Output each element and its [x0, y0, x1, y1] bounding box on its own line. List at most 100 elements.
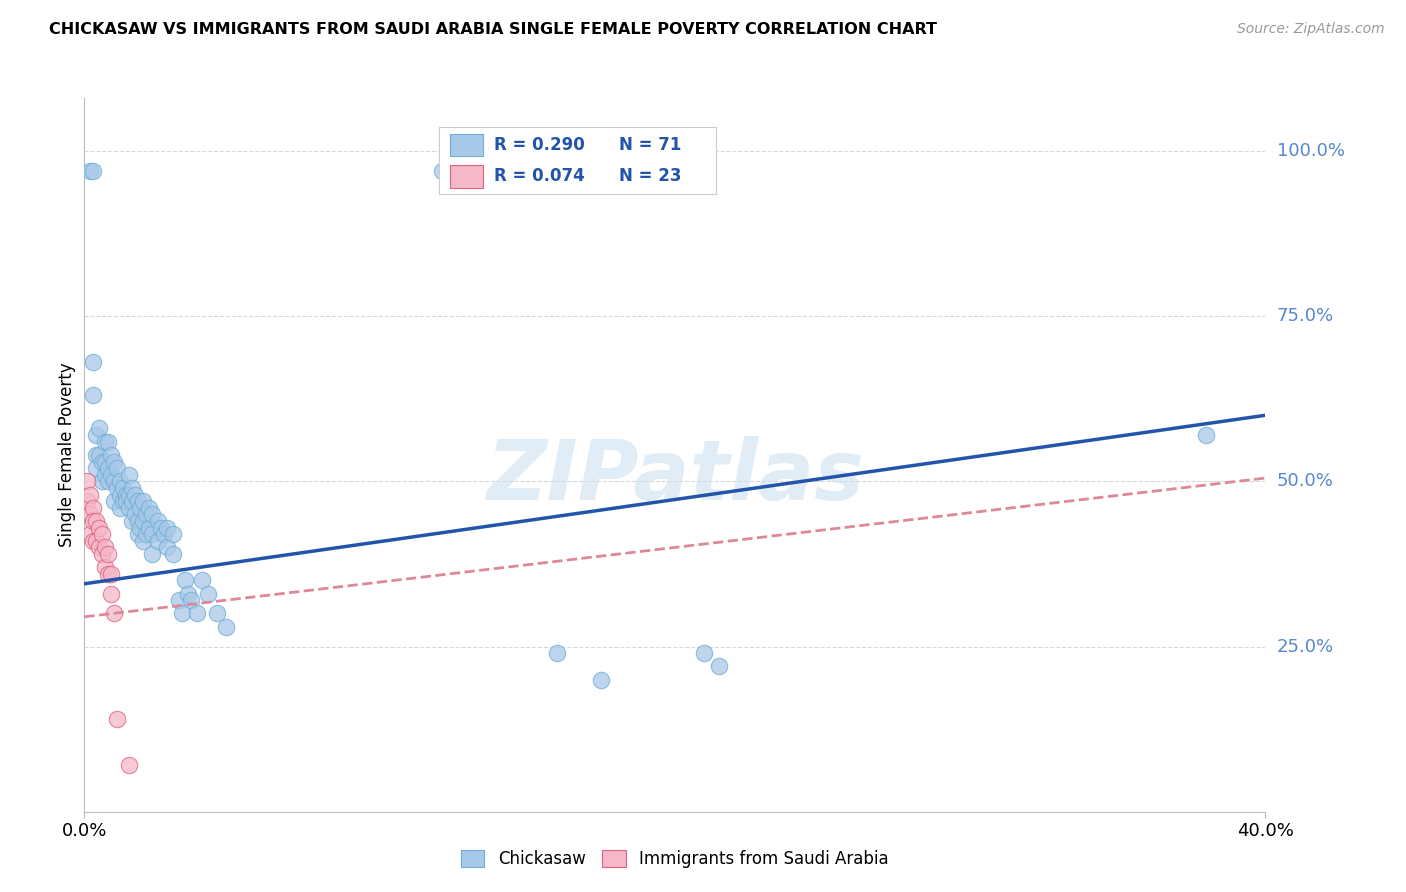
- Point: [94, 454, 117, 468]
- Point: [141, 527, 163, 541]
- Point: [132, 533, 155, 548]
- Point: [103, 607, 125, 621]
- Point: [100, 467, 122, 482]
- Point: [118, 467, 141, 482]
- Point: [156, 520, 179, 534]
- Point: [105, 712, 128, 726]
- Point: [114, 487, 136, 501]
- Point: [118, 758, 141, 772]
- Point: [170, 607, 193, 621]
- Point: [79, 508, 101, 522]
- Point: [148, 514, 170, 528]
- Point: [84, 448, 107, 462]
- Point: [87, 520, 111, 534]
- Point: [97, 475, 120, 489]
- Point: [94, 467, 117, 482]
- Point: [103, 475, 125, 489]
- Point: [132, 514, 155, 528]
- Point: [180, 593, 202, 607]
- Point: [162, 527, 184, 541]
- Point: [121, 494, 143, 508]
- Point: [87, 541, 111, 555]
- Point: [103, 494, 125, 508]
- Text: R = 0.290: R = 0.290: [494, 136, 585, 154]
- Point: [118, 500, 141, 515]
- Point: [91, 547, 114, 561]
- Point: [84, 461, 107, 475]
- Point: [100, 448, 122, 462]
- Text: 50.0%: 50.0%: [1277, 473, 1333, 491]
- Point: [135, 508, 157, 522]
- Point: [141, 547, 163, 561]
- Point: [79, 487, 101, 501]
- Text: 25.0%: 25.0%: [1277, 638, 1334, 656]
- Point: [138, 500, 160, 515]
- Point: [87, 421, 111, 435]
- Point: [156, 541, 179, 555]
- Point: [97, 547, 120, 561]
- Point: [94, 434, 117, 449]
- Point: [82, 514, 104, 528]
- Point: [82, 388, 104, 402]
- Point: [173, 574, 195, 588]
- Point: [84, 514, 107, 528]
- Text: CHICKASAW VS IMMIGRANTS FROM SAUDI ARABIA SINGLE FEMALE POVERTY CORRELATION CHAR: CHICKASAW VS IMMIGRANTS FROM SAUDI ARABI…: [49, 22, 938, 37]
- Point: [79, 163, 101, 178]
- Point: [129, 500, 152, 515]
- Point: [591, 673, 613, 687]
- Point: [91, 454, 114, 468]
- Point: [150, 520, 173, 534]
- Y-axis label: Single Female Poverty: Single Female Poverty: [58, 363, 76, 547]
- Point: [87, 448, 111, 462]
- Point: [121, 481, 143, 495]
- Point: [82, 500, 104, 515]
- Point: [103, 454, 125, 468]
- Point: [114, 494, 136, 508]
- Point: [111, 494, 134, 508]
- Point: [108, 487, 131, 501]
- Point: [127, 527, 149, 541]
- Point: [82, 163, 104, 178]
- Point: [91, 527, 114, 541]
- Point: [138, 520, 160, 534]
- Point: [162, 547, 184, 561]
- FancyBboxPatch shape: [450, 134, 484, 156]
- Point: [82, 355, 104, 369]
- Point: [84, 428, 107, 442]
- Point: [197, 587, 219, 601]
- Point: [205, 607, 228, 621]
- Point: [76, 475, 98, 489]
- Point: [91, 475, 114, 489]
- Point: [108, 500, 131, 515]
- Point: [105, 481, 128, 495]
- Point: [79, 527, 101, 541]
- Text: 100.0%: 100.0%: [1277, 142, 1344, 160]
- Point: [100, 587, 122, 601]
- Point: [546, 646, 568, 660]
- Text: N = 23: N = 23: [619, 168, 682, 186]
- Text: 75.0%: 75.0%: [1277, 307, 1334, 326]
- Point: [141, 508, 163, 522]
- Point: [124, 487, 146, 501]
- Point: [191, 574, 214, 588]
- Point: [132, 494, 155, 508]
- Point: [108, 475, 131, 489]
- Point: [127, 514, 149, 528]
- Point: [709, 659, 731, 673]
- Legend: Chickasaw, Immigrants from Saudi Arabia: Chickasaw, Immigrants from Saudi Arabia: [454, 843, 896, 875]
- Point: [215, 620, 238, 634]
- Text: R = 0.074: R = 0.074: [494, 168, 585, 186]
- Point: [111, 481, 134, 495]
- Point: [100, 566, 122, 581]
- Point: [76, 494, 98, 508]
- Point: [135, 527, 157, 541]
- Point: [84, 533, 107, 548]
- Point: [97, 434, 120, 449]
- Point: [167, 593, 190, 607]
- Point: [186, 607, 208, 621]
- Point: [97, 566, 120, 581]
- Point: [94, 560, 117, 574]
- Point: [82, 533, 104, 548]
- Point: [1195, 428, 1218, 442]
- Point: [153, 527, 176, 541]
